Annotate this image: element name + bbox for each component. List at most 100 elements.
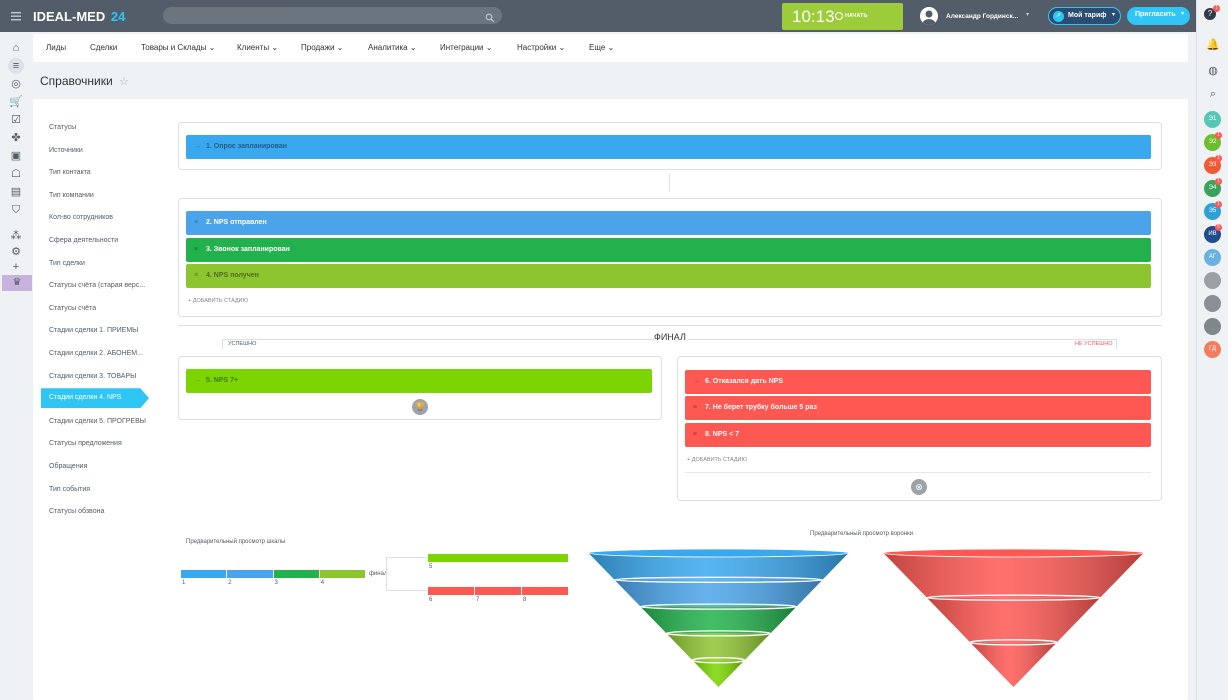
search-box[interactable] [163,7,502,24]
funnel-shading [970,642,1057,687]
checkbox-icon[interactable]: ☑ [11,114,21,126]
stage-6[interactable]: → 6. Отказался дать NPS [685,370,1151,394]
trophy-icon: 🏆 [412,399,428,415]
stage-4[interactable]: ≡ 4. NPS получен [186,264,1151,288]
chevron-down-icon: ▾ [1181,11,1185,17]
filter-icon[interactable]: ≡ [8,58,24,74]
sidebar-item[interactable]: Статусы обзвона [49,508,105,516]
shield-icon[interactable]: ⛉ [11,204,21,216]
sidebar-item[interactable]: Обращения [49,463,88,470]
menu-item-leads[interactable]: Лиды [46,43,67,52]
start-button[interactable]: НАЧАТЬ [845,13,868,19]
sidebar-item[interactable]: Источники [49,146,83,154]
drag-handle-icon[interactable]: ≡ [693,404,698,411]
sidebar-item[interactable]: Кол-во сотрудников [49,214,113,222]
unread-badge: 1 [1215,201,1222,208]
menu-item-analytics[interactable]: Аналитика ⌄ [368,43,417,52]
box-icon[interactable]: ▤ [10,186,22,198]
logo-text: IDEAL-MED [33,9,106,24]
funnel-separator [926,594,1101,601]
menu-item-goods[interactable]: Товары и Склады ⌄ [141,43,215,52]
work-time-widget[interactable]: 10:13 НАЧАТЬ [782,3,903,30]
chat-avatar[interactable]: АГ [1204,249,1221,266]
arrow-right-icon: → [693,378,700,385]
stage-label: 1. Опрос запланирован [206,143,288,150]
stage-label: 7. Не берет трубку больше 5 раз [705,404,817,411]
sidebar-item[interactable]: Сфера деятельности [49,237,119,244]
search-icon[interactable]: ⌕ [1209,88,1217,100]
cart-icon[interactable]: 🛒 [9,96,23,108]
funnel-shading [926,597,1101,643]
sidebar-item[interactable]: Статусы счёта (старая верс... [49,282,146,290]
sidebar-item[interactable]: Стадии сделки 1. ПРИЕМЫ [49,327,139,335]
add-stage-link[interactable]: + ДОБАВИТЬ СТАДИЮ [687,457,748,463]
final-divider [178,325,1162,326]
contact-card-icon[interactable]: ▣ [10,150,22,162]
help-button[interactable]: ? [1204,8,1216,20]
menu-label: Интеграции [440,43,484,52]
invite-button[interactable]: Пригласить ▾ [1127,7,1190,25]
logo[interactable]: IDEAL-MED 24 [33,9,125,24]
chat-avatar[interactable] [1204,272,1221,289]
sidebar-item[interactable]: Тип контакта [49,169,91,177]
sidebar-item[interactable]: Статусы [49,124,77,131]
add-stage-link[interactable]: + ДОБАВИТЬ СТАДИЮ [188,298,249,304]
sidebar-item[interactable]: Стадии сделки 2. АБОНЕМ... [49,350,143,357]
robot-icon[interactable]: ☖ [11,168,21,180]
stage-3[interactable]: ≡ 3. Звонок запланирован [186,238,1151,262]
gear-icon[interactable]: ⚙ [11,246,21,258]
stage-5[interactable]: → 5. NPS 7+ [186,369,652,393]
menu-item-clients[interactable]: Клиенты ⌄ [237,43,278,52]
puzzle-icon[interactable]: ✤ [11,132,21,144]
menu-item-sales[interactable]: Продажи ⌄ [301,43,343,52]
stage-7[interactable]: ≡ 7. Не берет трубку больше 5 раз [685,396,1151,420]
target-icon[interactable]: ◎ [11,78,21,90]
bell-icon[interactable]: 🔔 [1206,39,1220,51]
search-icon[interactable] [485,10,495,28]
fail-stages-box: → 6. Отказался дать NPS ≡ 7. Не берет труб… [677,356,1162,501]
left-icon-bar: ⌂ ≡ ◎ 🛒 ☑ ✤ ▣ ☖ ▤ ⛉ ⁂ ⚙ + ♛ [0,32,32,700]
chat-avatar[interactable]: ГД [1204,341,1221,358]
unread-badge: 1 [1215,178,1222,185]
tariff-button[interactable]: ➚ Мой тариф ▾ [1048,7,1121,25]
sidebar-item[interactable]: Тип события [49,485,91,493]
stage-8[interactable]: ≡ 8. NPS < 7 [685,423,1151,447]
chat-icon[interactable]: ◍ [1208,65,1218,77]
chat-avatar[interactable]: Э1 [1204,111,1221,128]
drag-handle-icon[interactable]: ≡ [194,272,199,279]
crown-icon[interactable]: ♛ [2,275,32,291]
menu-item-deals[interactable]: Сделки [90,43,118,52]
drag-handle-icon[interactable]: ≡ [693,431,698,438]
sidebar-item[interactable]: Стадии сделки 4. NPS [41,388,149,409]
chevron-down-icon: ⌄ [208,43,216,52]
unread-badge: 5 [1215,224,1222,231]
sitemap-icon[interactable]: ⁂ [10,230,22,242]
drag-handle-icon[interactable]: ≡ [194,219,199,226]
sidebar-item[interactable]: Стадии сделки 5. ПРОГРЕВЫ [49,417,146,425]
scale-process-segment [181,570,227,578]
hamburger-icon[interactable] [10,9,24,23]
menu-item-more[interactable]: Еще ⌄ [589,43,614,52]
scale-final-label: финал [369,571,388,577]
chevron-down-icon: ⌄ [336,43,344,52]
stage-1[interactable]: → 1. Опрос запланирован [186,135,1151,159]
drag-handle-icon[interactable]: ≡ [194,246,199,253]
menu-item-integrations[interactable]: Интеграции ⌄ [440,43,492,52]
plus-icon[interactable]: + [12,261,20,273]
user-menu[interactable]: Александр Гординск... ▾ [920,6,1035,26]
stage-2[interactable]: ≡ 2. NPS отправлен [186,211,1151,235]
connector-line [669,174,670,191]
funnel-shading [692,660,745,687]
sidebar-item[interactable]: Статусы предложения [49,440,122,448]
chat-avatar[interactable] [1204,295,1221,312]
funnel-separator [613,576,824,583]
home-icon[interactable]: ⌂ [12,42,20,54]
sidebar-item[interactable]: Тип компании [49,191,94,199]
sidebar-item[interactable]: Тип сделки [49,259,85,267]
sidebar-item[interactable]: Статусы счёта [49,304,97,312]
chat-avatar[interactable] [1204,318,1221,335]
sidebar-item[interactable]: Стадии сделки 3. ТОВАРЫ [49,372,137,380]
menu-item-settings[interactable]: Настройки ⌄ [517,43,565,52]
star-icon[interactable]: ☆ [119,76,129,88]
search-input[interactable] [171,9,481,22]
